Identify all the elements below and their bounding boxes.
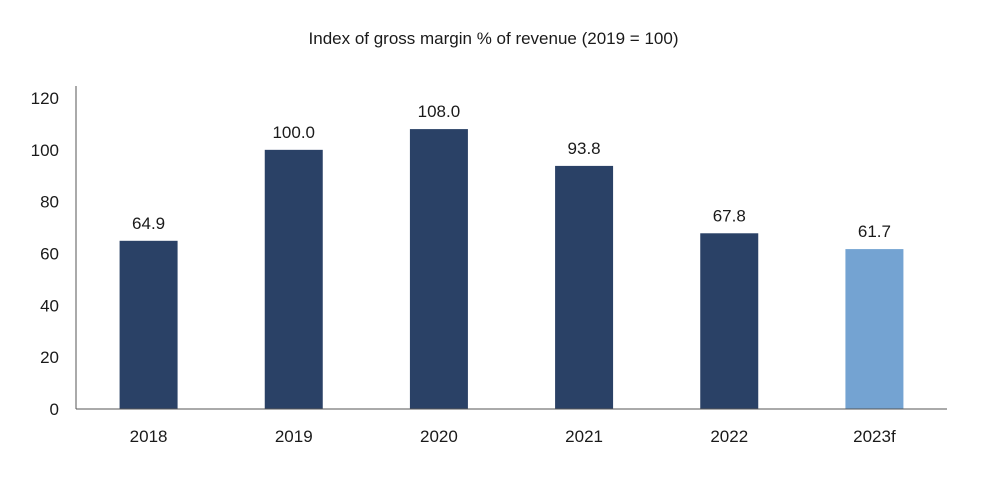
data-label-2018: 64.9 bbox=[132, 214, 165, 233]
x-tick-label-2022: 2022 bbox=[710, 427, 748, 446]
data-label-2023f: 61.7 bbox=[858, 222, 891, 241]
x-tick-label-2021: 2021 bbox=[565, 427, 603, 446]
data-label-2020: 108.0 bbox=[418, 102, 461, 121]
data-labels: 64.9 100.0 108.0 93.8 67.8 61.7 bbox=[132, 102, 891, 241]
y-tick-label: 60 bbox=[40, 245, 59, 264]
bar-2019 bbox=[264, 149, 323, 410]
bar-2020 bbox=[409, 129, 468, 409]
y-tick-label: 0 bbox=[50, 400, 59, 419]
x-tick-label-2023f: 2023f bbox=[853, 427, 896, 446]
y-tick-label: 40 bbox=[40, 296, 59, 315]
x-tick-label-2018: 2018 bbox=[130, 427, 168, 446]
data-label-2022: 67.8 bbox=[713, 206, 746, 225]
y-tick-label: 100 bbox=[31, 141, 59, 160]
x-tick-label-2019: 2019 bbox=[275, 427, 313, 446]
y-tick-label: 80 bbox=[40, 193, 59, 212]
x-axis: 2018 2019 2020 2021 2022 2023f bbox=[76, 408, 947, 446]
bar-2023f bbox=[845, 249, 904, 409]
bars bbox=[119, 129, 904, 410]
y-tick-label: 20 bbox=[40, 348, 59, 367]
y-tick-label: 120 bbox=[31, 89, 59, 108]
data-label-2019: 100.0 bbox=[272, 123, 315, 142]
chart-title: Index of gross margin % of revenue (2019… bbox=[308, 29, 679, 48]
bar-2022 bbox=[700, 233, 759, 409]
bar-2018 bbox=[119, 240, 178, 409]
y-axis: 0 20 40 60 80 100 120 bbox=[31, 86, 77, 419]
data-label-2021: 93.8 bbox=[568, 139, 601, 158]
x-tick-label-2020: 2020 bbox=[420, 427, 458, 446]
bar-2021 bbox=[555, 165, 614, 409]
